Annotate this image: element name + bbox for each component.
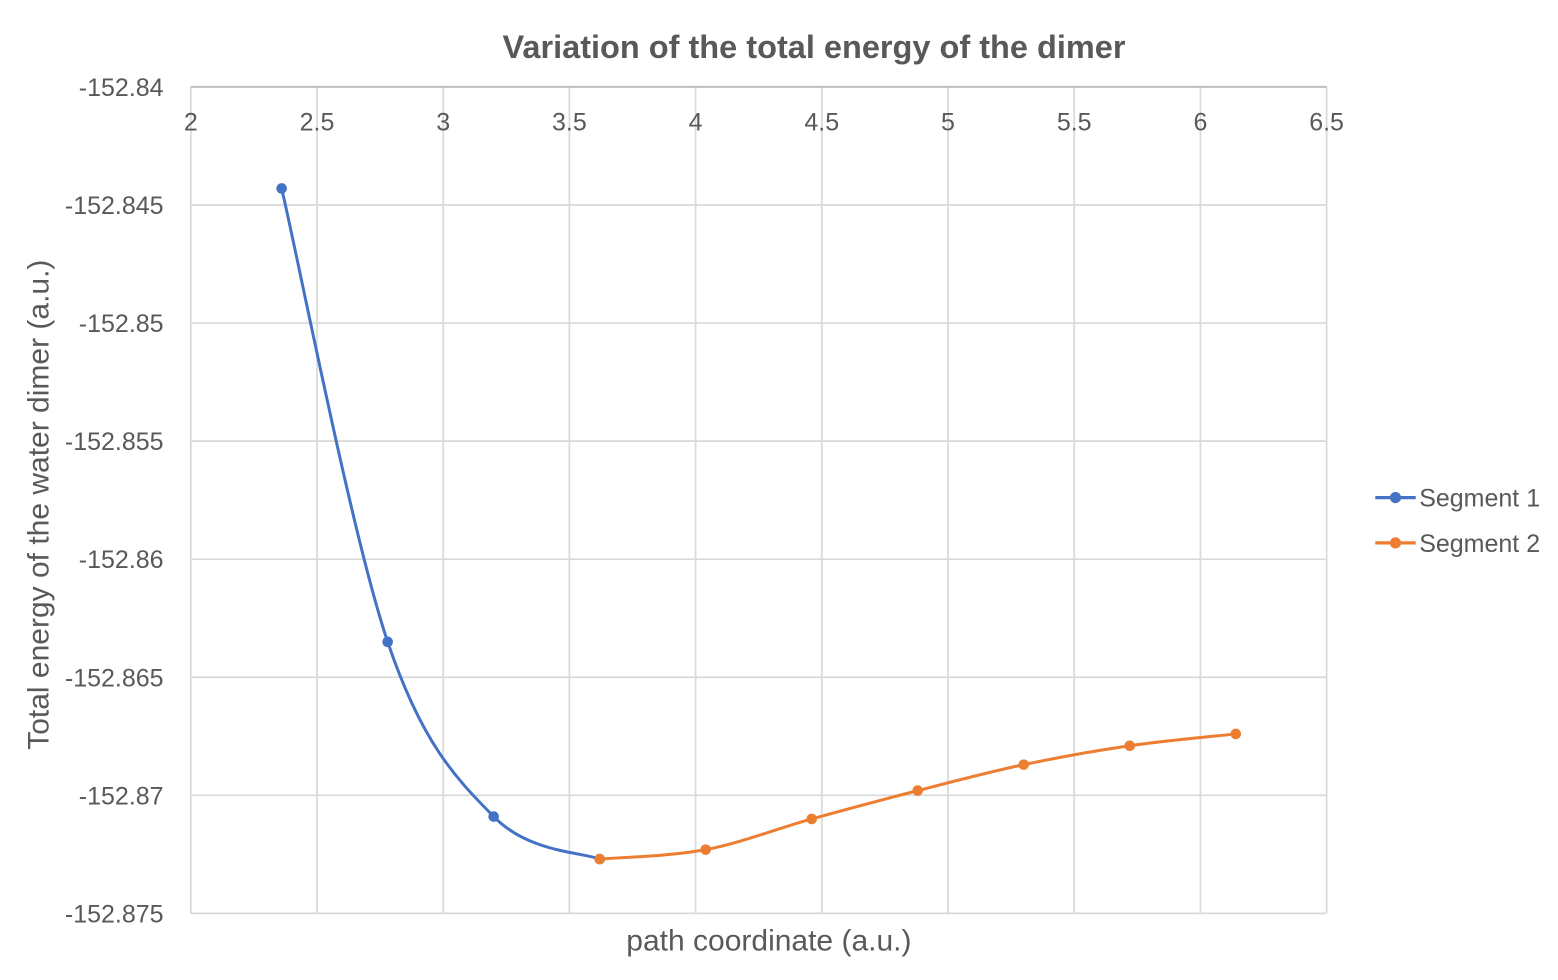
x-tick-label: 6 bbox=[1193, 109, 1207, 137]
data-point-marker bbox=[276, 183, 287, 194]
legend-item[interactable]: Segment 1 bbox=[1375, 485, 1540, 513]
x-tick-label: 4.5 bbox=[804, 109, 839, 137]
y-tick-label: -152.845 bbox=[65, 192, 164, 220]
series-segment-1 bbox=[276, 183, 605, 865]
data-point-marker bbox=[912, 785, 924, 796]
x-axis-title: path coordinate (a.u.) bbox=[626, 924, 911, 957]
series-line bbox=[280, 186, 602, 861]
data-point-marker bbox=[1018, 759, 1030, 770]
x-tick-label: 5 bbox=[941, 109, 955, 137]
x-tick-label: 2.5 bbox=[300, 109, 335, 137]
legend-marker-icon bbox=[1389, 492, 1402, 504]
y-axis-title: Total energy of the water dimer (a.u.) bbox=[22, 260, 55, 750]
series-segment-2 bbox=[594, 728, 1242, 865]
x-tick-label: 4 bbox=[689, 109, 703, 137]
x-axis-tick-labels: 2 2.5 3 3.5 4 4.5 5 5.5 6 6.5 bbox=[184, 109, 1344, 137]
y-tick-label: -152.87 bbox=[79, 782, 164, 810]
y-axis-tick-labels: -152.84 -152.845 -152.85 -152.855 -152.86 -15… bbox=[65, 74, 164, 929]
y-tick-label: -152.855 bbox=[65, 428, 164, 456]
x-tick-label: 3 bbox=[436, 109, 450, 137]
x-tick-label: 3.5 bbox=[552, 109, 587, 137]
data-point-marker bbox=[594, 853, 605, 865]
legend-label: Segment 1 bbox=[1419, 485, 1540, 513]
x-tick-label: 6.5 bbox=[1309, 109, 1344, 137]
legend-item[interactable]: Segment 2 bbox=[1375, 530, 1540, 558]
y-tick-label: -152.86 bbox=[79, 546, 164, 574]
x-tick-label: 2 bbox=[184, 109, 198, 137]
legend-label: Segment 2 bbox=[1419, 530, 1540, 558]
y-tick-label: -152.84 bbox=[79, 74, 164, 102]
y-tick-label: -152.865 bbox=[65, 664, 164, 692]
data-point-marker bbox=[1124, 740, 1136, 752]
data-point-marker bbox=[1230, 728, 1242, 740]
data-point-marker bbox=[700, 844, 711, 855]
legend-marker-icon bbox=[1389, 537, 1402, 549]
y-tick-label: -152.875 bbox=[65, 900, 164, 928]
gridlines bbox=[189, 86, 1328, 915]
data-point-marker bbox=[488, 811, 499, 822]
chart-title: Variation of the total energy of the dim… bbox=[502, 29, 1125, 65]
x-tick-label: 5.5 bbox=[1057, 109, 1092, 137]
data-point-marker bbox=[806, 813, 818, 825]
y-tick-label: -152.85 bbox=[79, 310, 164, 338]
data-point-marker bbox=[382, 636, 393, 648]
legend: Segment 1 Segment 2 bbox=[1375, 485, 1540, 558]
